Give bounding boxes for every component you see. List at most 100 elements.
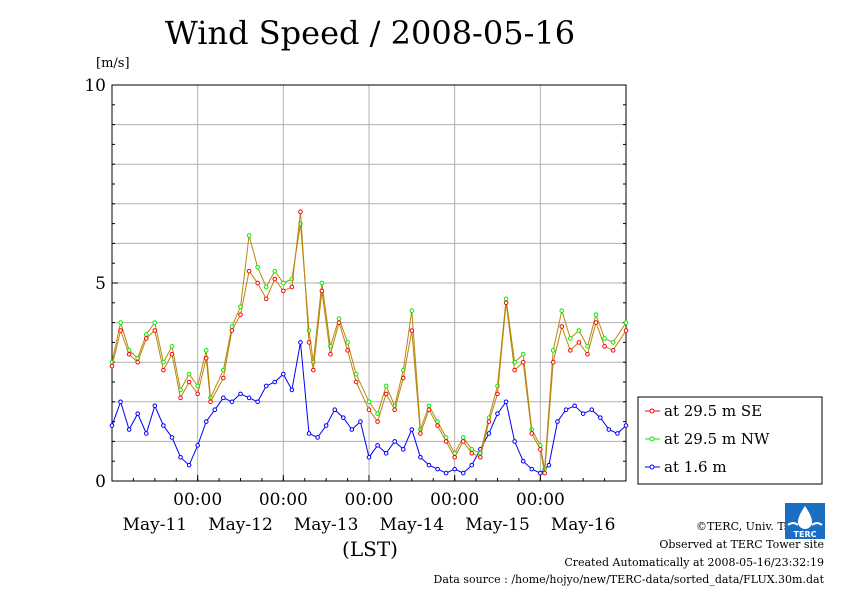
data-series [109,209,629,476]
data-point [336,316,342,321]
legend-marker [649,436,655,442]
data-point [161,423,166,428]
data-point [576,340,582,345]
data-point [486,431,492,436]
data-point [212,407,218,413]
svg-text:TERC: TERC [794,530,817,539]
x-tick-date-label: May-12 [208,515,273,535]
legend-marker [649,408,655,414]
data-point [311,367,316,373]
data-point [538,470,543,476]
data-point [426,403,432,409]
data-point [289,284,295,290]
data-point [315,435,320,440]
data-point [623,328,629,333]
x-tick-time-label: 00:00 [173,490,222,510]
data-point [208,399,213,405]
data-point [255,399,260,405]
data-point [152,328,158,333]
data-point [478,454,483,460]
data-point [195,391,200,397]
data-point [126,351,132,357]
data-point [109,363,115,369]
data-point [486,419,492,424]
data-point [460,470,466,476]
data-point [568,348,573,353]
data-point [281,371,286,377]
data-point [135,359,140,365]
data-point [383,391,389,397]
data-point [118,399,123,405]
data-point [281,288,286,294]
legend: at 29.5 m SE at 29.5 m NW at 1.6 m [637,396,823,485]
legend-label: at 1.6 m [664,458,727,476]
data-point [610,340,616,345]
data-point [332,407,338,413]
x-tick-time-label: 00:00 [345,490,394,510]
y-axis: 0 5 10 [84,76,626,492]
data-point [392,407,398,413]
data-point [358,419,363,424]
data-point [143,336,149,341]
legend-box [637,396,823,485]
data-point [392,439,398,444]
data-point [512,439,517,444]
created-text: Created Automatically at 2008-05-16/23:3… [564,556,824,569]
data-point [593,320,599,325]
data-point [353,371,359,377]
data-point [383,383,389,389]
x-tick-time-label: 00:00 [516,490,565,510]
y-tick-label: 10 [84,76,106,96]
data-point [353,379,359,385]
data-point [319,280,325,286]
data-point [246,395,252,401]
data-point [623,320,629,325]
data-point [400,375,406,381]
data-point [409,328,415,333]
data-point [585,344,590,349]
data-point [186,462,192,468]
data-point [272,268,278,274]
data-point [418,431,423,436]
data-point [555,419,560,424]
data-point [542,470,547,476]
data-point [328,351,333,357]
data-point [195,443,200,448]
data-point [615,431,620,436]
data-point [246,233,252,238]
data-point [109,423,115,428]
data-point [169,435,175,440]
data-point [623,423,629,428]
data-point [585,351,590,357]
data-point [375,411,380,416]
data-point [400,447,406,452]
x-tick-date-label: May-13 [294,515,359,535]
y-axis-unit: [m/s] [96,56,130,71]
data-point [593,312,599,317]
data-point [345,348,350,353]
data-point [221,395,226,401]
y-tick-label: 0 [95,472,106,492]
data-point [255,264,260,270]
data-point [229,399,235,405]
data-point [186,379,192,385]
data-point [298,209,303,215]
data-point [345,340,350,345]
data-point [576,328,582,333]
data-point [602,336,607,341]
data-point [306,340,312,345]
x-tick-date-label: May-14 [380,515,445,535]
data-point [161,367,166,373]
data-point [469,447,475,452]
data-point [263,383,269,389]
data-source-text: Data source : /home/hojyo/new/TERC-data/… [433,573,825,586]
data-point [281,280,286,286]
data-point [443,439,449,444]
data-point [229,328,235,333]
legend-label: at 29.5 m NW [664,430,770,448]
data-point [289,387,295,393]
data-point [246,268,252,274]
data-point [426,462,432,468]
data-point [602,344,607,349]
data-point [460,439,466,444]
